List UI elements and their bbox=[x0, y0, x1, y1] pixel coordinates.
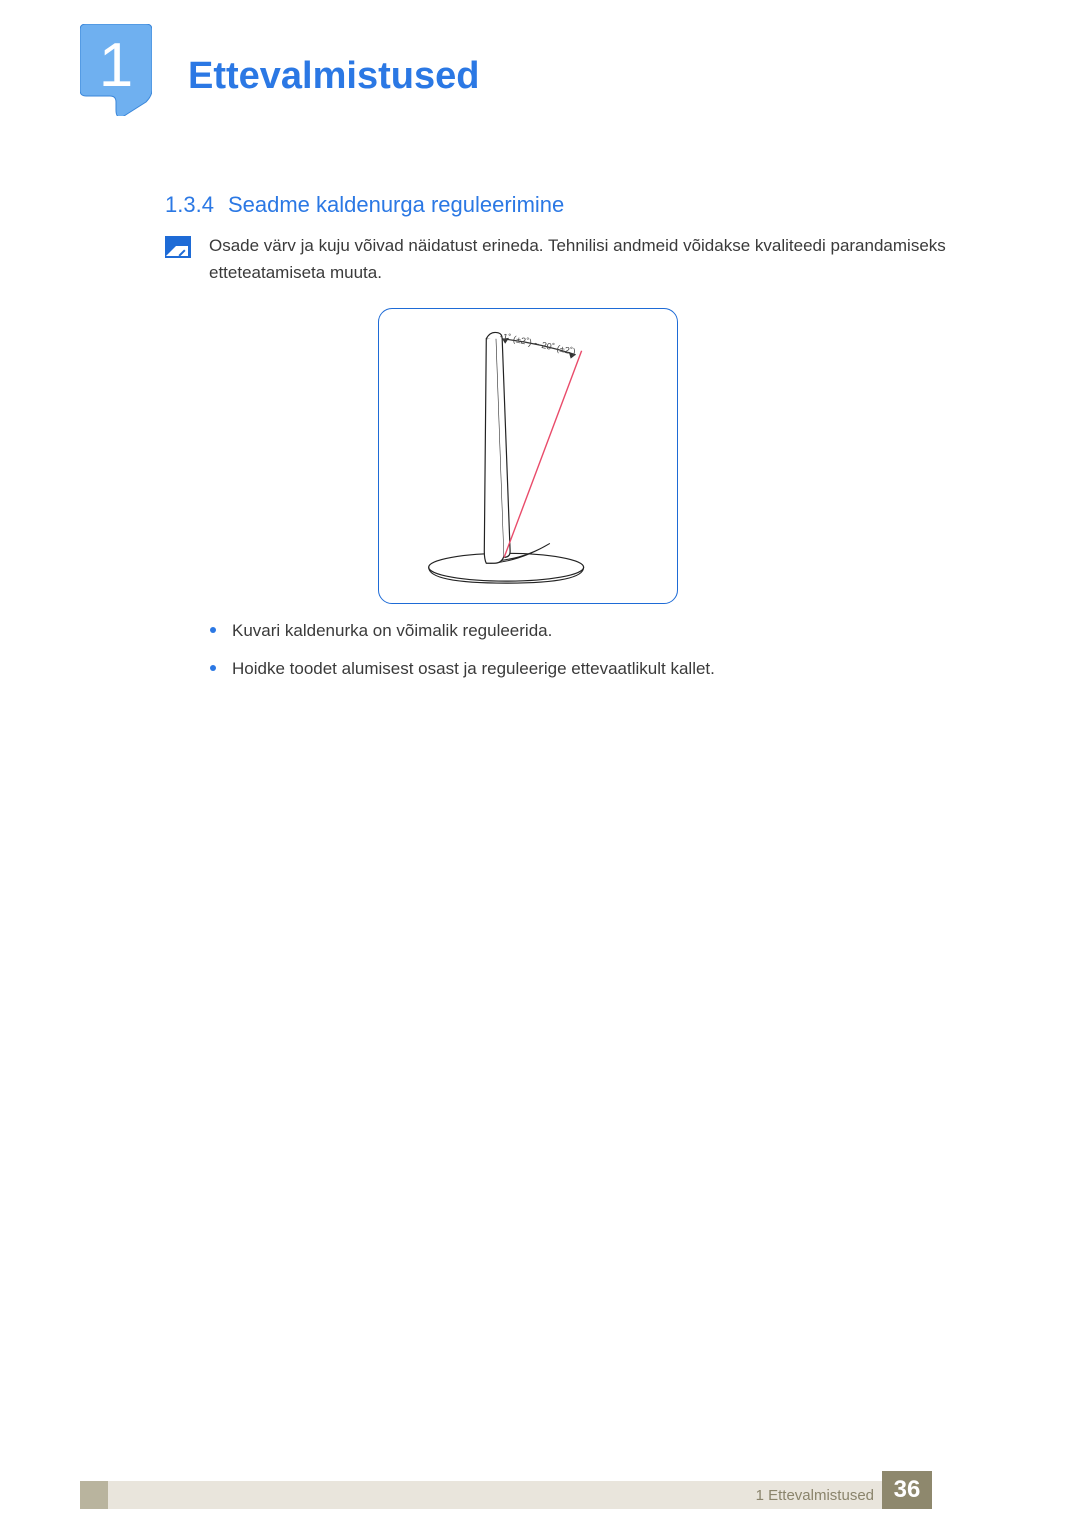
page-number: 36 bbox=[882, 1471, 932, 1509]
note-block: Osade värv ja kuju võivad näidatust erin… bbox=[165, 232, 990, 286]
chapter-number: 1 bbox=[80, 30, 152, 101]
chapter-title: Ettevalmistused bbox=[188, 55, 479, 98]
bullet-list: Kuvari kaldenurka on võimalik reguleerid… bbox=[210, 618, 990, 693]
chapter-badge: 1 bbox=[80, 24, 152, 116]
note-text: Osade värv ja kuju võivad näidatust erin… bbox=[209, 232, 990, 286]
section-number: 1.3.4 bbox=[165, 192, 214, 217]
chapter-header: 1 Ettevalmistused bbox=[80, 24, 479, 116]
manual-page: 1 Ettevalmistused 1.3.4 Seadme kaldenurga… bbox=[0, 0, 1080, 1527]
tilt-diagram-svg bbox=[379, 309, 677, 603]
tilt-figure: -1˚ (±2˚) ~ 20˚ (±2˚) bbox=[378, 308, 678, 604]
footer-chapter-label: 1 Ettevalmistused bbox=[756, 1481, 874, 1509]
bullet-icon bbox=[210, 627, 216, 633]
bullet-text: Kuvari kaldenurka on võimalik reguleerid… bbox=[232, 618, 552, 644]
bullet-icon bbox=[210, 665, 216, 671]
page-footer: 1 Ettevalmistused 36 bbox=[0, 1479, 1080, 1527]
bullet-text: Hoidke toodet alumisest osast ja regulee… bbox=[232, 656, 715, 682]
list-item: Kuvari kaldenurka on võimalik reguleerid… bbox=[210, 618, 990, 644]
section-title: Seadme kaldenurga reguleerimine bbox=[228, 192, 564, 217]
section-heading: 1.3.4 Seadme kaldenurga reguleerimine bbox=[165, 192, 564, 218]
list-item: Hoidke toodet alumisest osast ja regulee… bbox=[210, 656, 990, 682]
footer-bar-accent bbox=[80, 1481, 108, 1509]
pencil-note-icon bbox=[165, 236, 191, 258]
